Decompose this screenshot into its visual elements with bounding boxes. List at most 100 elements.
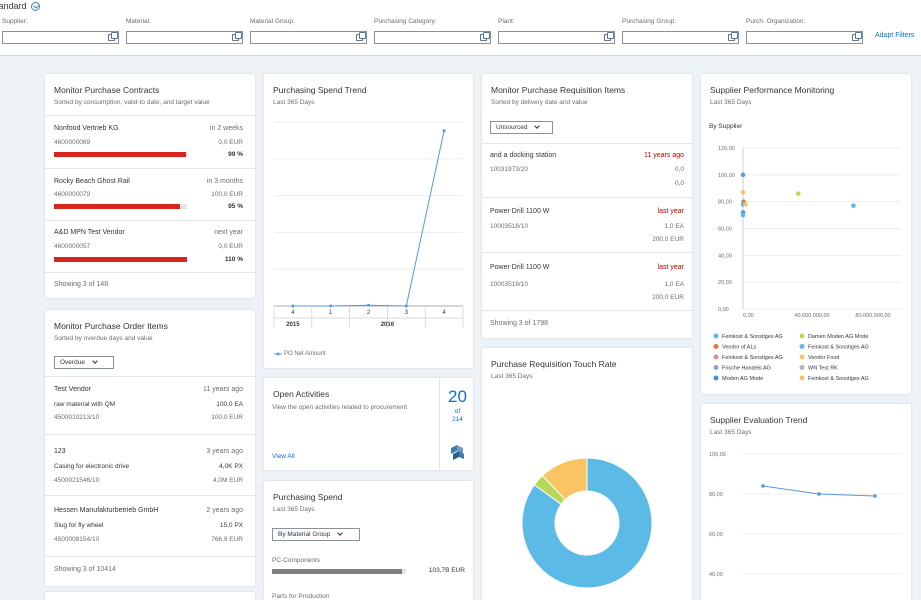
legend-label: Frische Handels AG — [722, 366, 771, 372]
y-tick-label: 60,00 — [718, 227, 732, 233]
value-help-icon[interactable] — [728, 32, 738, 41]
legend-swatch — [713, 365, 719, 370]
activity-of: of — [454, 408, 461, 415]
legend-label: Feinkost & Sonstiges AG — [722, 355, 783, 361]
supplier-input[interactable] — [2, 31, 119, 44]
value-help-icon[interactable] — [356, 32, 366, 41]
item-value: 766,9 EUR — [211, 536, 243, 543]
touch-rate-card[interactable]: Purchase Requisition Touch Rate Last 365… — [482, 348, 692, 600]
x-tick-label: 4 — [442, 310, 446, 316]
scatter-point — [851, 203, 856, 208]
chevron-down-icon — [92, 358, 98, 364]
view-all-link[interactable]: View All — [272, 453, 295, 460]
legend-swatch — [799, 365, 805, 370]
supplier-name: 123 — [54, 448, 66, 455]
group-by-select[interactable]: By Material Group — [272, 528, 360, 541]
scatter-point — [795, 191, 801, 196]
purchasing-spend-card[interactable]: Purchasing Spend Last 365 Days By Materi… — [264, 481, 473, 600]
purchase-order-items-card[interactable]: Monitor Purchase Order Items Sorted by o… — [45, 310, 255, 586]
filter-label: Purch. Organization: — [746, 18, 806, 25]
purchasing-group-input[interactable] — [622, 31, 739, 44]
y-tick-label: 100,00 — [709, 452, 726, 458]
plant-input[interactable] — [498, 31, 615, 44]
legend-label: Feinkost & Sonstiges AG — [808, 345, 869, 351]
variant-selector[interactable]: tandard — [0, 0, 40, 12]
filter-plant: Plant: — [498, 18, 615, 44]
value-help-icon[interactable] — [604, 32, 614, 41]
data-point — [873, 494, 877, 498]
y-tick-label: 60,00 — [709, 532, 723, 538]
purchasing-category-input[interactable] — [374, 31, 491, 44]
overdue-select[interactable]: Overdue — [54, 356, 114, 369]
due-text: next year — [214, 229, 243, 236]
activity-count: 20 — [448, 387, 467, 406]
filter-purch-organization: Purch. Organization: — [746, 18, 863, 44]
legend-label: Damen Moden AG Mode — [808, 334, 869, 340]
y-tick-label: 120,00 — [718, 146, 735, 152]
supplier-performance-card[interactable]: Supplier Performance Monitoring Last 365… — [701, 74, 911, 394]
filter-label: Purchasing Group: — [622, 18, 677, 25]
purchase-contracts-card[interactable]: Monitor Purchase Contracts Sorted by con… — [45, 74, 255, 298]
open-activities-card[interactable]: Open Activities View the open activities… — [264, 378, 473, 470]
sourcing-select[interactable]: Unsourced — [490, 121, 553, 134]
y-tick-label: 80,00 — [718, 200, 732, 206]
consumption-pct: 110 % — [224, 256, 243, 263]
adapt-filters-button[interactable]: Adapt Filters — [875, 32, 915, 39]
age-text: 3 years ago — [206, 448, 243, 455]
item-value: 100,0 EUR — [211, 414, 243, 421]
legend-swatch — [799, 333, 805, 339]
spend-trend-card[interactable]: Purchasing Spend Trend Last 365 Days 4 1 2… — [264, 74, 473, 368]
x-tick-label: 40.000.000,00 — [794, 313, 829, 319]
consumption-bar — [54, 152, 187, 157]
age-text: last year — [657, 208, 684, 215]
supplier-name: A&D MPN Test Vendor — [54, 229, 125, 236]
age-text: 11 years ago — [203, 386, 243, 393]
value-help-icon[interactable] — [108, 32, 118, 41]
requisition-items-card[interactable]: Monitor Purchase Requisition Items Sorte… — [482, 74, 692, 338]
filter-label: Purchasing Category: — [374, 18, 437, 25]
filter-label: Material Group: — [250, 18, 295, 25]
y-tick-label: 40,00 — [709, 572, 723, 578]
scatter-point — [740, 212, 746, 218]
cubes-icon — [451, 445, 464, 460]
scatter-point — [743, 202, 748, 207]
card-title: Purchase Requisition Touch Rate — [491, 359, 617, 369]
contract-number: 4600000057 — [54, 243, 91, 250]
supplier-name: Rocky Beach Ghost Rail — [54, 178, 130, 185]
requisition-number: 10031973/20 — [490, 166, 528, 173]
material-input[interactable] — [126, 31, 243, 44]
filter-label: Material: — [126, 18, 151, 25]
chevron-down-icon — [337, 530, 344, 536]
scatter-point — [740, 172, 746, 178]
legend-swatch — [713, 354, 719, 360]
data-point — [404, 304, 408, 308]
value-help-icon[interactable] — [480, 32, 490, 41]
consumption-pct: 99 % — [228, 151, 243, 158]
material-group-input[interactable] — [250, 31, 367, 44]
chevron-down-icon — [534, 123, 541, 129]
chevron-down-icon[interactable] — [30, 1, 40, 11]
card-subtitle: Last 365 Days — [273, 506, 315, 513]
value-help-icon[interactable] — [232, 32, 242, 41]
donut-slice — [521, 457, 653, 589]
y-tick-label: 100,00 — [718, 173, 735, 179]
spend-category-label: PC-Components — [272, 557, 321, 564]
next-card[interactable] — [45, 592, 255, 600]
requisition-number: 10003519/10 — [490, 281, 528, 288]
consumption-bar — [54, 257, 187, 262]
value-help-icon[interactable] — [852, 32, 862, 41]
card-subtitle: Last 365 Days — [710, 99, 752, 106]
data-point — [329, 304, 333, 308]
filter-supplier: Supplier: — [2, 18, 119, 44]
donut-slice — [541, 457, 588, 501]
data-point — [761, 484, 765, 488]
requisition-name: Power Drill 1100 W — [490, 208, 550, 215]
legend-swatch — [799, 344, 805, 349]
contract-value: 100,0 EUR — [211, 191, 243, 198]
purch-organization-input[interactable] — [746, 31, 863, 44]
x-tick-label: 4 — [291, 310, 295, 316]
activity-total: 214 — [452, 416, 463, 423]
supplier-evaluation-card[interactable]: Supplier Evaluation Trend Last 365 Days … — [701, 404, 911, 600]
select-value: Unsourced — [496, 124, 528, 131]
x-tick-label: 3 — [405, 310, 409, 316]
